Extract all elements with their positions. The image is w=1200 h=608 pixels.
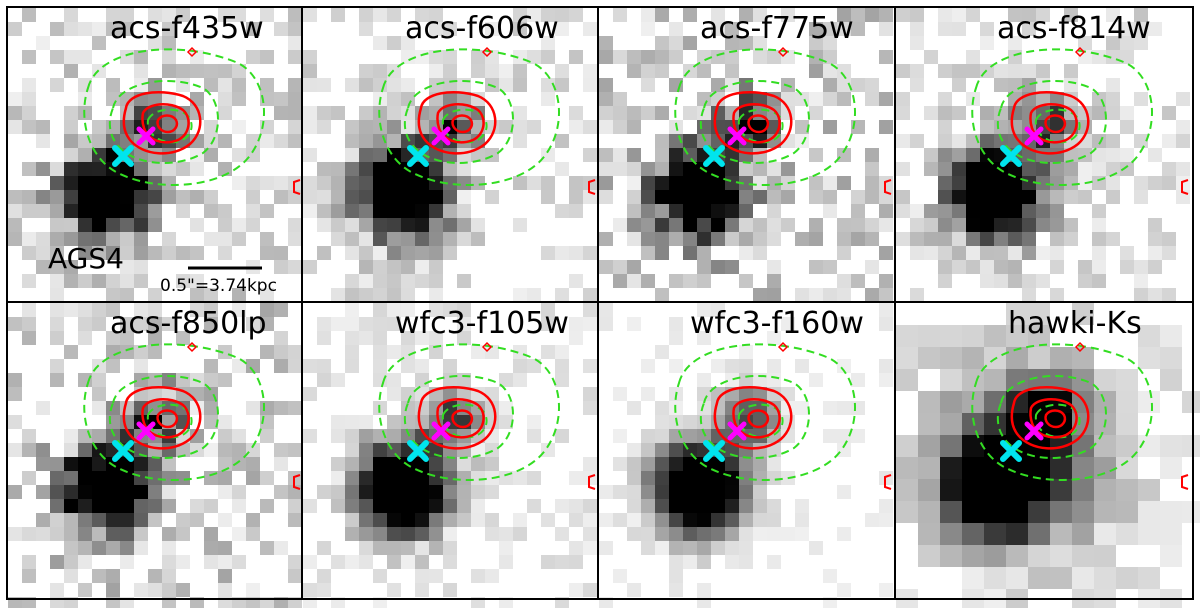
panel-title-7: wfc3-f160w [690, 306, 864, 341]
panel-dividers [6, 6, 1194, 600]
panel-title-1: acs-f435w [110, 11, 264, 46]
image-panel-6 [303, 303, 597, 608]
panel-title-8: hawki-Ks [1008, 306, 1142, 341]
image-panel-8 [896, 303, 1200, 608]
panel-title-4: acs-f814w [997, 11, 1151, 46]
panel-title-3: acs-f775w [700, 11, 854, 46]
object-label: AGS4 [48, 242, 124, 275]
panel-title-2: acs-f606w [405, 11, 559, 46]
image-panel-4 [896, 8, 1190, 316]
image-panel-3 [599, 8, 893, 316]
scale-bar-label: 0.5"=3.74kpc [160, 276, 277, 296]
panel-title-6: wfc3-f105w [395, 306, 569, 341]
image-panel-2 [303, 8, 597, 316]
image-panel-5 [8, 303, 302, 608]
image-panel-7 [599, 303, 893, 608]
panel-title-5: acs-f850lp [110, 306, 267, 341]
